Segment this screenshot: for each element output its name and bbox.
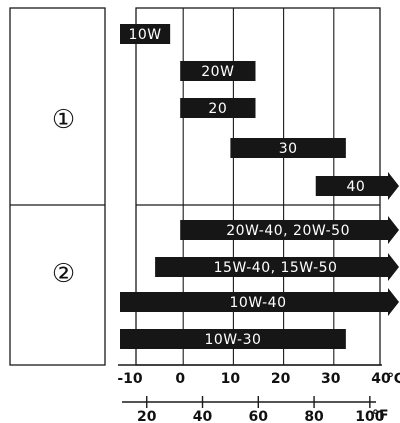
bar-1-2 (120, 288, 399, 316)
celsius-tick-2: 10 (221, 371, 241, 387)
bars: 10W 20W 20 30 40 20W-40, 20W-50 15W-40, 15W-50… (120, 24, 399, 349)
celsius-tick-1: 0 (175, 371, 185, 387)
bar-1-1 (155, 253, 399, 281)
fahrenheit-tick-1: 40 (193, 409, 213, 423)
bar-0-1 (180, 61, 256, 81)
group-labels: ①② (52, 105, 75, 289)
bar-0-3-label: 30 (279, 141, 298, 157)
bar-0-0 (120, 24, 171, 44)
fahrenheit-tick-2: 60 (249, 409, 269, 423)
bar-0-4-label: 40 (346, 179, 365, 195)
bar-1-1-label: 15W-40, 15W-50 (214, 260, 338, 276)
label-panel (9, 7, 106, 366)
bar-0-3 (230, 138, 346, 158)
bar-0-4 (315, 172, 399, 200)
group-label-1: ① (52, 105, 75, 135)
fahrenheit-tick-4: 100 (355, 409, 384, 423)
celsius-tick-3: 20 (271, 371, 291, 387)
bar-1-0 (180, 216, 399, 244)
celsius-tick-4: 30 (321, 371, 341, 387)
bar-0-0-label: 10W (128, 27, 161, 43)
bar-1-3 (120, 329, 346, 349)
bar-0-1-label: 20W (201, 64, 234, 80)
celsius-axis: -10 0 10 20 30 40℃ (117, 371, 400, 387)
group-label-2: ② (52, 259, 75, 289)
bar-1-2-label: 10W-40 (230, 295, 287, 311)
fahrenheit-unit: °F (372, 408, 389, 423)
celsius-tick-5: 40 (371, 371, 391, 387)
bar-1-3-label: 10W-30 (204, 332, 261, 348)
fahrenheit-tick-3: 80 (304, 409, 324, 423)
bar-0-2-label: 20 (208, 101, 227, 117)
fahrenheit-axis: 20 40 60 80 100°F (122, 396, 389, 423)
bar-0-2 (180, 98, 256, 118)
celsius-tick-0: -10 (117, 371, 143, 387)
celsius-unit: ℃ (387, 371, 400, 387)
fahrenheit-tick-0: 20 (137, 409, 157, 423)
bar-1-0-label: 20W-40, 20W-50 (226, 223, 350, 239)
